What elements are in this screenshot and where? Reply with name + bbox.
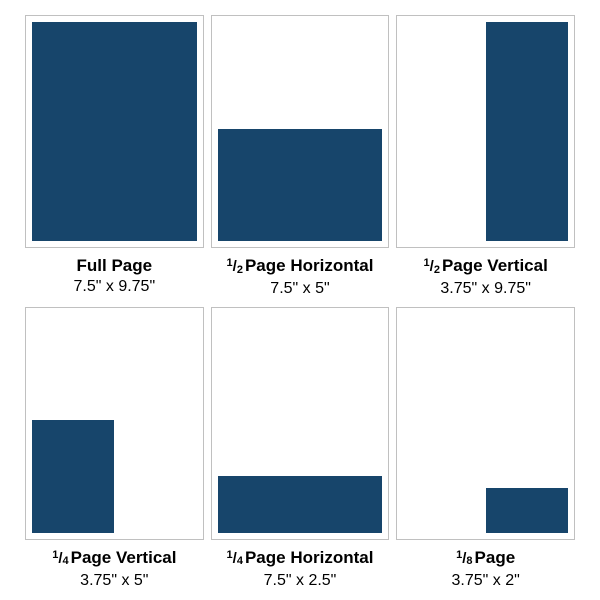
page-thumbnail bbox=[396, 15, 575, 248]
ad-size-title-text: Page bbox=[474, 547, 516, 567]
ad-region-full-page bbox=[32, 22, 197, 241]
fraction-slash: / bbox=[429, 258, 434, 275]
ad-size-cell-half-page-vertical: 1/2 Page Vertical 3.75" x 9.75" bbox=[396, 15, 575, 301]
ad-size-title: 1/4 Page Horizontal bbox=[211, 548, 390, 570]
page-ad-space bbox=[217, 22, 383, 241]
fraction-denominator: 2 bbox=[433, 263, 440, 276]
ad-size-title-text: Page Horizontal bbox=[244, 547, 374, 567]
caption: Full Page 7.5" x 9.75" bbox=[25, 248, 204, 297]
ad-size-title: 1/8 Page bbox=[396, 548, 575, 570]
ad-size-cell-eighth-page: 1/8 Page 3.75" x 2" bbox=[396, 306, 575, 593]
ad-size-title-text: Page Horizontal bbox=[244, 256, 374, 275]
ad-region-quarter-page-vertical bbox=[32, 420, 115, 533]
ad-size-dimensions: 3.75" x 5" bbox=[80, 571, 149, 589]
ad-size-title: 1/2 Page Vertical bbox=[396, 256, 575, 278]
page-ad-space bbox=[403, 314, 568, 533]
page-ad-space bbox=[32, 314, 197, 533]
ad-size-dimensions: 3.75" x 9.75" bbox=[440, 280, 531, 297]
fraction-numerator: 1 bbox=[456, 548, 463, 561]
fraction-denominator: 8 bbox=[466, 555, 473, 568]
caption: 1/2 Page Horizontal 7.5" x 5" bbox=[211, 248, 390, 299]
ad-size-title: 1/2 Page Horizontal bbox=[211, 256, 390, 278]
ad-size-dimensions: 7.5" x 5" bbox=[270, 280, 330, 297]
fraction-numerator: 1 bbox=[226, 548, 233, 561]
ad-size-dimensions: 7.5" x 2.5" bbox=[263, 571, 337, 589]
page-thumbnail bbox=[25, 15, 204, 248]
ad-size-cell-full-page: Full Page 7.5" x 9.75" bbox=[25, 15, 204, 301]
page-ad-space bbox=[217, 314, 383, 533]
fraction: 1/8 bbox=[456, 548, 473, 568]
ad-size-dimensions: 7.5" x 9.75" bbox=[73, 278, 156, 295]
ad-size-dimensions: 3.75" x 2" bbox=[451, 571, 520, 589]
ad-size-cell-quarter-page-vertical: 1/4 Page Vertical 3.75" x 5" bbox=[25, 306, 204, 593]
ad-region-half-page-vertical bbox=[485, 22, 568, 241]
caption: 1/4 Page Vertical 3.75" x 5" bbox=[25, 540, 204, 591]
caption: 1/2 Page Vertical 3.75" x 9.75" bbox=[396, 248, 575, 299]
ad-size-cell-half-page-horizontal: 1/2 Page Horizontal 7.5" x 5" bbox=[210, 15, 390, 301]
fraction-slash: / bbox=[462, 549, 467, 567]
fraction: 1/4 bbox=[52, 548, 69, 568]
ad-region-half-page-horizontal bbox=[217, 128, 383, 241]
ad-size-cell-quarter-page-horizontal: 1/4 Page Horizontal 7.5" x 2.5" bbox=[210, 306, 390, 593]
fraction: 1/4 bbox=[226, 548, 243, 568]
fraction-denominator: 4 bbox=[62, 555, 69, 568]
fraction-slash: / bbox=[232, 258, 237, 275]
fraction-numerator: 1 bbox=[423, 257, 430, 270]
fraction: 1/2 bbox=[423, 256, 440, 276]
ad-size-title-text: Full Page bbox=[76, 256, 153, 275]
page-thumbnail bbox=[396, 306, 575, 540]
fraction-slash: / bbox=[232, 549, 237, 567]
ad-size-title-text: Page Vertical bbox=[441, 256, 548, 275]
ad-size-title-text: Page Vertical bbox=[70, 547, 177, 567]
ad-region-quarter-page-horizontal bbox=[217, 476, 383, 533]
fraction-denominator: 2 bbox=[236, 263, 243, 276]
page-thumbnail bbox=[25, 306, 204, 540]
caption: 1/4 Page Horizontal 7.5" x 2.5" bbox=[211, 540, 390, 591]
fraction-denominator: 4 bbox=[236, 555, 243, 568]
fraction-numerator: 1 bbox=[52, 548, 59, 561]
caption: 1/8 Page 3.75" x 2" bbox=[396, 540, 575, 591]
ad-size-title: 1/4 Page Vertical bbox=[25, 548, 204, 570]
fraction-numerator: 1 bbox=[226, 257, 233, 270]
page-thumbnail bbox=[210, 15, 390, 248]
fraction-slash: / bbox=[58, 549, 63, 567]
page-ad-space bbox=[32, 22, 197, 241]
ad-size-title: Full Page bbox=[25, 256, 204, 276]
ad-region-eighth-page bbox=[485, 487, 568, 533]
page-thumbnail bbox=[210, 306, 390, 540]
fraction: 1/2 bbox=[226, 256, 243, 276]
page-ad-space bbox=[403, 22, 568, 241]
